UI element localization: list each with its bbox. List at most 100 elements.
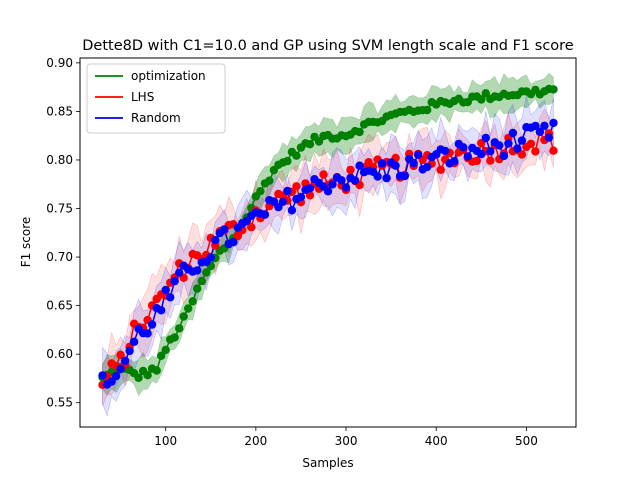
point-optimization [179, 312, 188, 321]
x-tick-label: 400 [425, 434, 448, 448]
point-lhs [472, 156, 481, 166]
y-axis: 0.55 0.60 0.65 0.70 0.75 0.80 0.85 0.90 [46, 56, 80, 410]
point-random [400, 171, 409, 181]
point-random [220, 225, 229, 234]
plot-frame [79, 57, 577, 428]
legend-label-optimization: optimization [131, 69, 206, 83]
point-random [193, 266, 202, 275]
point-optimization [197, 276, 206, 286]
point-random [544, 133, 554, 142]
point-random [391, 161, 400, 170]
band-lhs [102, 108, 554, 407]
y-tick-label: 0.60 [46, 347, 73, 361]
point-optimization [175, 324, 184, 333]
point-random [459, 143, 468, 152]
point-random [157, 306, 166, 315]
point-random [423, 162, 432, 172]
point-lhs [247, 223, 256, 232]
point-lhs [319, 170, 328, 179]
series-points [98, 84, 558, 389]
point-optimization [193, 284, 202, 293]
point-optimization [256, 187, 265, 196]
point-lhs [517, 150, 527, 159]
point-random [531, 121, 540, 131]
point-random [116, 364, 125, 374]
point-optimization [188, 297, 197, 306]
point-lhs [531, 147, 540, 156]
point-lhs [436, 165, 445, 174]
point-lhs [549, 146, 558, 155]
point-random [463, 152, 472, 161]
point-lhs [346, 165, 355, 175]
point-random [508, 128, 518, 138]
point-lhs [116, 350, 125, 360]
y-axis-label: F1 score [19, 217, 33, 268]
point-random [486, 147, 495, 156]
point-optimization [305, 140, 315, 149]
legend: optimization LHS Random [86, 63, 226, 134]
point-random [111, 372, 121, 381]
y-tick-label: 0.85 [46, 104, 73, 118]
point-lhs [486, 156, 495, 165]
x-tick-label: 100 [154, 434, 177, 448]
point-random [477, 149, 486, 159]
point-random [409, 159, 418, 168]
point-random [166, 293, 175, 302]
point-random [355, 161, 364, 170]
point-random [120, 356, 130, 366]
point-random [499, 151, 509, 161]
point-random [287, 206, 297, 215]
y-tick-label: 0.80 [46, 153, 73, 167]
point-optimization [265, 176, 274, 185]
point-random [260, 210, 270, 219]
point-random [513, 144, 522, 153]
x-axis-label: Samples [302, 456, 353, 470]
point-optimization [549, 85, 558, 94]
point-random [450, 157, 459, 166]
point-random [296, 192, 306, 202]
x-axis: 100 200 300 400 500 [154, 427, 538, 448]
point-random [98, 371, 107, 380]
point-random [278, 197, 288, 206]
y-tick-label: 0.55 [46, 396, 73, 410]
point-random [540, 121, 549, 130]
y-tick-label: 0.90 [46, 56, 73, 70]
point-optimization [283, 156, 292, 166]
point-random [170, 276, 179, 286]
point-random [495, 141, 504, 150]
point-random [373, 172, 382, 181]
point-random [341, 183, 351, 192]
point-random [143, 329, 152, 338]
point-optimization [157, 351, 166, 360]
point-random [323, 187, 333, 196]
point-optimization [170, 333, 179, 342]
point-random [337, 176, 346, 185]
point-random [229, 237, 238, 247]
point-optimization [134, 373, 143, 382]
point-random [129, 337, 139, 346]
x-tick-label: 200 [244, 434, 267, 448]
chart-title: Dette8D with C1=10.0 and GP using SVM le… [82, 38, 574, 54]
point-optimization [161, 345, 170, 355]
point-optimization [423, 105, 432, 115]
point-random [549, 118, 558, 128]
point-random [269, 197, 279, 206]
point-random [382, 173, 391, 183]
point-random [504, 139, 513, 148]
point-random [441, 146, 450, 156]
x-tick-label: 500 [515, 434, 538, 448]
point-random [283, 186, 292, 196]
y-tick-label: 0.75 [46, 202, 73, 216]
legend-label-random: Random [131, 111, 181, 125]
point-random [350, 176, 360, 185]
point-optimization [152, 366, 161, 375]
point-optimization [184, 304, 193, 313]
point-random [377, 159, 387, 168]
point-random [206, 253, 215, 262]
point-random [517, 136, 527, 145]
x-tick-label: 300 [335, 434, 358, 448]
legend-box [86, 63, 226, 134]
point-optimization [202, 268, 211, 277]
point-optimization [355, 127, 364, 137]
